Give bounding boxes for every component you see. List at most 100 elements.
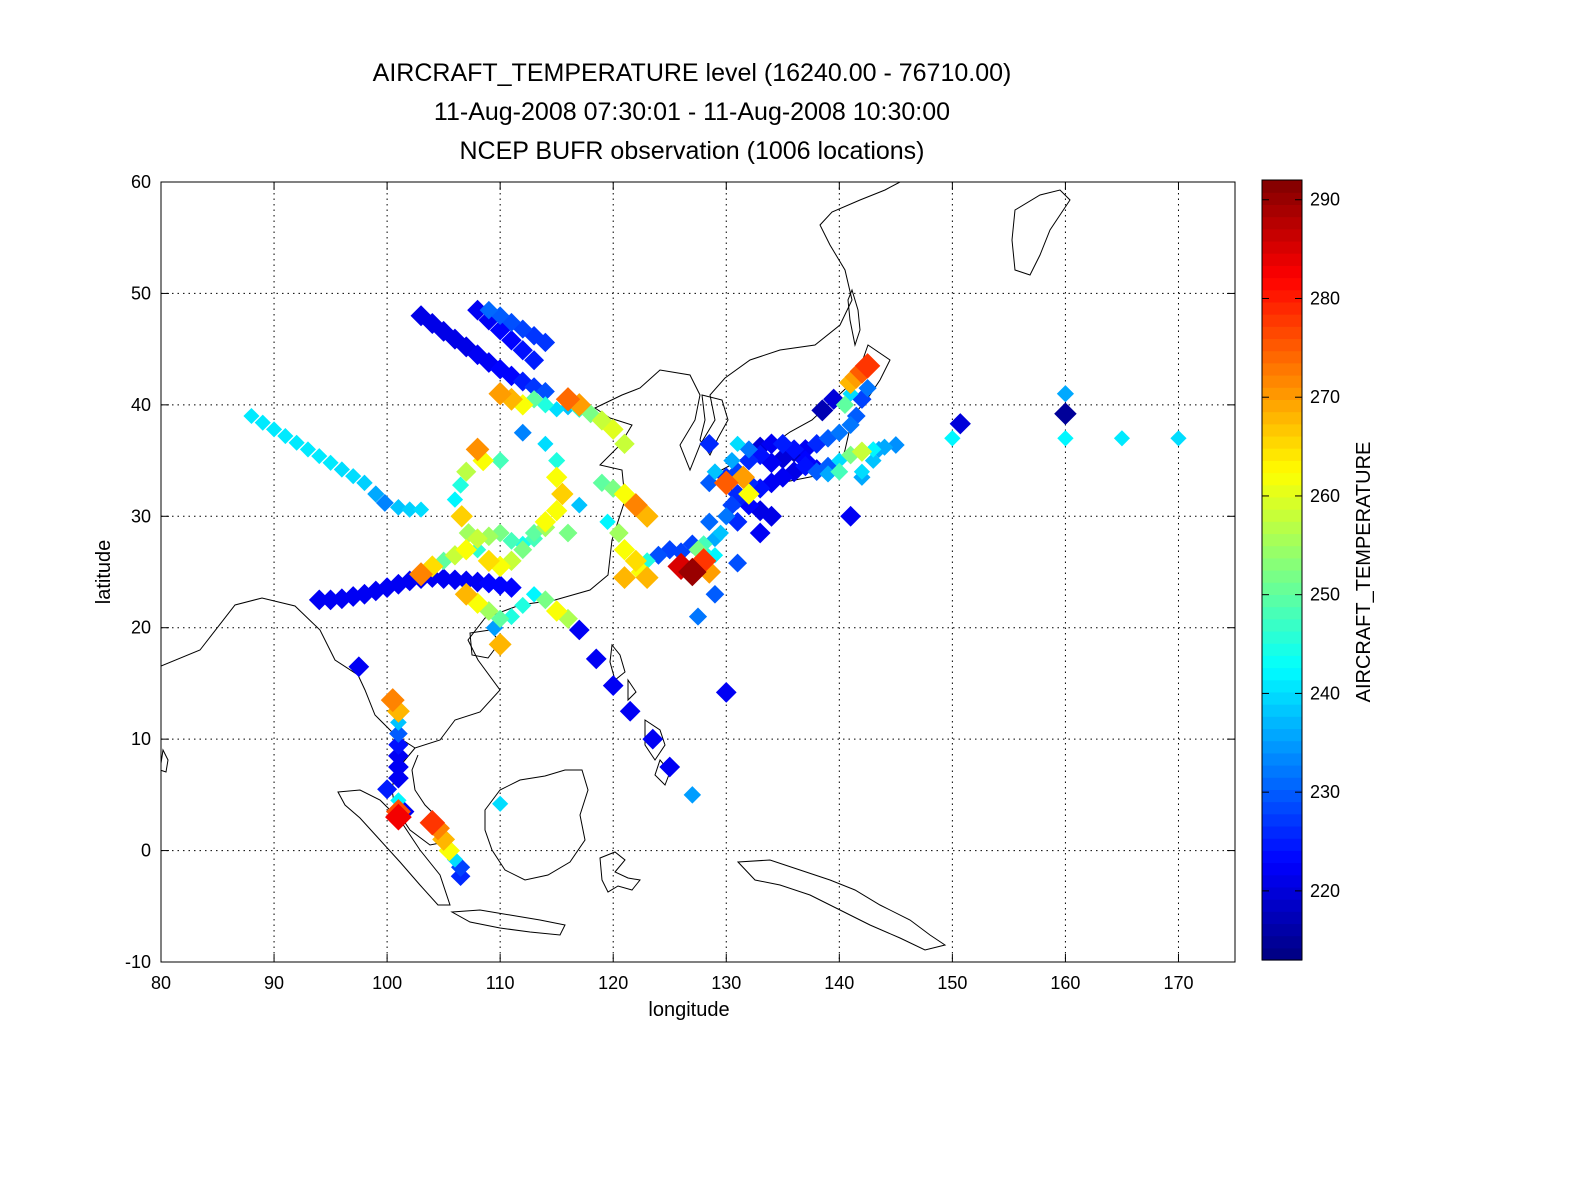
y-tick-label: 50 — [131, 283, 151, 303]
data-point — [299, 441, 317, 458]
colorbar-tick-label: 240 — [1310, 683, 1340, 703]
x-tick-label: 120 — [598, 973, 628, 993]
data-point — [535, 590, 555, 610]
data-point — [835, 395, 855, 415]
data-point — [512, 394, 534, 416]
data-point — [614, 433, 635, 455]
y-tick-label: 40 — [131, 395, 151, 415]
data-point — [749, 522, 771, 544]
data-point — [619, 700, 641, 722]
data-point — [840, 505, 861, 527]
colorbar-segment — [1262, 947, 1302, 961]
data-point — [760, 505, 782, 527]
data-point — [723, 451, 741, 470]
data-point — [624, 549, 647, 572]
y-tick-label: 60 — [131, 172, 151, 192]
data-point — [514, 596, 532, 614]
colorbar-tick-label: 250 — [1310, 585, 1340, 605]
colorbar-segment — [1262, 801, 1302, 815]
y-axis-label: latitude — [93, 540, 115, 605]
data-point — [1056, 385, 1075, 403]
data-point — [501, 365, 522, 387]
data-point — [356, 474, 373, 492]
coastline-kamchatka — [1011, 189, 1071, 276]
coastline-sulawesi — [599, 851, 641, 893]
colorbar-segment — [1262, 387, 1302, 400]
data-point — [831, 452, 848, 469]
data-point — [490, 306, 510, 326]
data-point — [512, 340, 533, 361]
colorbar-segment — [1262, 338, 1302, 352]
colorbar-segment — [1262, 399, 1302, 413]
data-point — [841, 415, 860, 435]
data-point — [699, 473, 719, 493]
data-point — [455, 539, 477, 561]
data-point — [311, 448, 328, 465]
data-point — [772, 433, 793, 454]
data-point — [858, 379, 877, 398]
data-point — [558, 523, 578, 543]
data-point — [468, 541, 487, 559]
data-point — [524, 350, 545, 371]
data-point — [548, 452, 566, 470]
data-point — [243, 407, 260, 425]
data-point — [713, 470, 739, 496]
data-point — [671, 542, 691, 562]
colorbar-segment — [1262, 204, 1302, 218]
data-point — [602, 675, 624, 697]
data-point — [501, 329, 522, 351]
colorbar-tick-label: 280 — [1310, 288, 1340, 308]
colorbar-tick-label: 230 — [1310, 782, 1340, 802]
colorbar-segment — [1262, 838, 1302, 851]
x-tick-label: 90 — [264, 973, 284, 993]
data-point — [380, 688, 405, 713]
data-point — [699, 434, 720, 454]
data-point — [479, 526, 499, 547]
colorbar-segment — [1262, 545, 1302, 559]
x-tick-label: 160 — [1050, 973, 1080, 993]
data-point — [513, 423, 532, 442]
colorbar-segment — [1262, 667, 1302, 681]
x-tick-label: 150 — [937, 973, 967, 993]
x-tick-label: 80 — [151, 973, 171, 993]
colorbar — [1262, 180, 1302, 961]
data-point — [854, 353, 881, 379]
colorbar-segment — [1262, 777, 1302, 790]
data-point — [545, 500, 568, 522]
data-point — [705, 584, 725, 604]
y-tick-label: 10 — [131, 729, 151, 749]
data-points — [243, 299, 1187, 887]
data-point — [944, 430, 961, 447]
colorbar-segment — [1262, 606, 1302, 620]
colorbar-segment — [1262, 789, 1302, 803]
colorbar-segment — [1262, 460, 1302, 474]
colorbar-segment — [1262, 472, 1302, 486]
data-point — [377, 779, 398, 800]
colorbar-segment — [1262, 704, 1302, 717]
data-point — [761, 433, 782, 455]
coastline-sakhalin — [847, 288, 861, 347]
data-point — [450, 505, 473, 528]
colorbar-segment — [1262, 899, 1302, 912]
colorbar-segment — [1262, 740, 1302, 754]
data-point — [830, 462, 849, 481]
colorbar-segment — [1262, 350, 1302, 364]
title-line-1: AIRCRAFT_TEMPERATURE level (16240.00 - 7… — [373, 59, 1012, 87]
colorbar-segment — [1262, 557, 1302, 571]
data-point — [472, 449, 494, 472]
coastline-java — [450, 909, 566, 936]
data-point — [823, 388, 845, 410]
colorbar-segment — [1262, 691, 1302, 705]
data-point — [613, 539, 636, 561]
data-point — [399, 570, 421, 592]
coastline-hainan — [469, 629, 501, 659]
data-point — [609, 523, 629, 543]
colorbar-segment — [1262, 618, 1302, 632]
data-point — [467, 571, 488, 593]
data-point — [375, 493, 394, 512]
data-point — [545, 466, 568, 488]
axis-ticks: 80 90 100 110 120 130 140 150 160 170605040302010… — [125, 172, 1235, 993]
data-point — [545, 600, 568, 622]
data-point — [846, 406, 866, 426]
